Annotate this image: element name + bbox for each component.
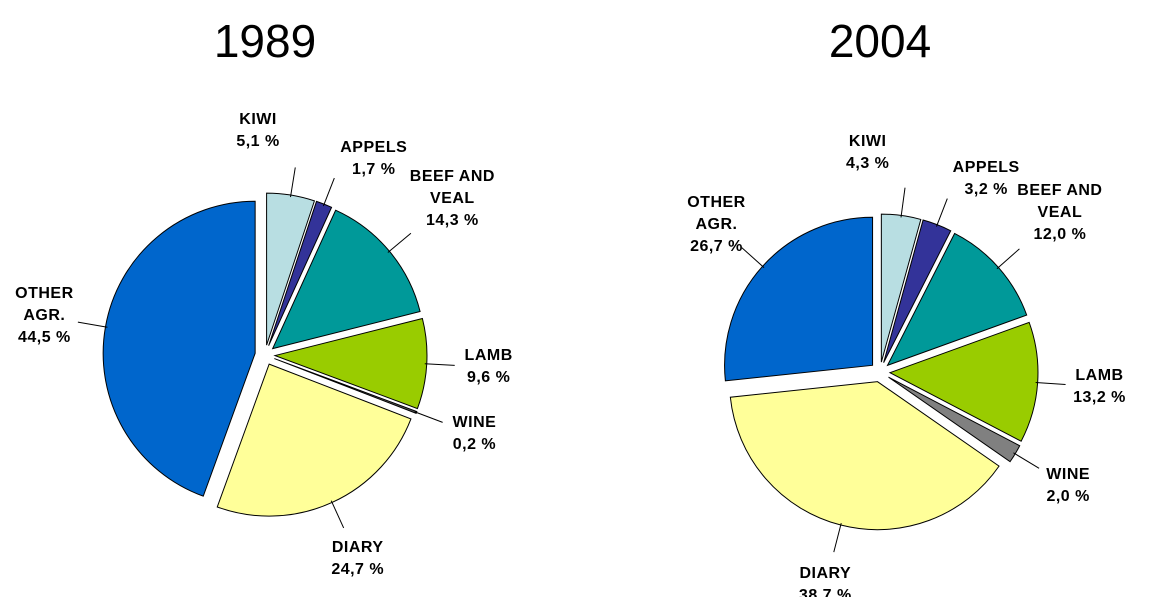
slice-name: WINE — [1046, 465, 1091, 483]
slice-label: DIARY 24,7 % — [310, 537, 406, 581]
leader-line — [77, 321, 108, 328]
slice-label: WINE 2,0 % — [1020, 464, 1116, 508]
leader-line — [387, 232, 412, 253]
slice-value: 3,2 % — [964, 181, 1008, 199]
leader-line — [935, 198, 948, 227]
slice-label: DIARY 38,7 % — [777, 563, 873, 597]
slice-name: BEEF AND VEAL — [1017, 182, 1103, 222]
chart-title: 1989 — [213, 15, 317, 67]
slice-value: 26,7 % — [690, 237, 743, 255]
pie-slice — [102, 200, 256, 497]
slice-label: LAMB 9,6 % — [441, 345, 537, 389]
leader-line — [414, 411, 443, 423]
slice-name: LAMB — [464, 347, 513, 365]
slice-name: APPELS — [952, 159, 1020, 177]
slice-value: 1,7 % — [352, 161, 396, 179]
slice-name: LAMB — [1075, 366, 1124, 384]
leader-line — [996, 248, 1020, 270]
slice-value: 24,7 % — [331, 560, 385, 578]
leader-line — [424, 363, 455, 366]
slice-label: APPELS 3,2 % — [938, 157, 1034, 201]
slice-value: 44,5 % — [17, 329, 71, 347]
slice-value: 38,7 % — [798, 587, 852, 597]
slice-value: 14,3 % — [425, 211, 479, 229]
leader-line — [322, 177, 335, 207]
leader-line — [833, 522, 842, 553]
slice-value: 2,0 % — [1046, 487, 1090, 505]
slice-value: 4,3 % — [845, 154, 890, 172]
leader-line — [330, 500, 345, 529]
slice-name: APPELS — [340, 139, 408, 157]
slice-label: BEEF AND VEAL 12,0 % — [1012, 180, 1108, 246]
slice-label: LAMB 13,2 % — [1051, 365, 1147, 409]
slice-label: APPELS 1,7 % — [326, 137, 422, 181]
slice-label: KIWI 5,1 % — [210, 109, 306, 153]
slice-name: OTHER AGR. — [15, 285, 74, 325]
slice-label: BEEF AND VEAL 14,3 % — [404, 166, 500, 232]
slice-name: KIWI — [239, 111, 277, 129]
leader-line — [900, 187, 906, 218]
chart-title: 2004 — [828, 15, 932, 67]
leader-line — [741, 247, 765, 269]
slice-value: 9,6 % — [466, 369, 511, 387]
leader-line — [290, 167, 296, 198]
slice-name: OTHER AGR. — [687, 193, 746, 233]
slice-label: WINE 0,2 % — [426, 412, 522, 456]
slice-value: 5,1 % — [236, 133, 280, 151]
slice-value: 12,0 % — [1033, 226, 1087, 244]
slice-name: DIARY — [331, 538, 384, 556]
slice-label: OTHER AGR. 26,7 % — [668, 192, 764, 258]
slice-label: KIWI 4,3 % — [820, 131, 916, 175]
slice-value: 0,2 % — [452, 436, 497, 454]
slice-value: 13,2 % — [1073, 388, 1126, 406]
slice-label: OTHER AGR. 44,5 % — [0, 283, 92, 349]
slice-name: WINE — [452, 414, 497, 432]
slice-name: KIWI — [848, 132, 887, 150]
slice-name: BEEF AND VEAL — [409, 167, 495, 207]
leader-line — [1013, 452, 1040, 469]
slice-name: DIARY — [799, 565, 852, 583]
leader-line — [1035, 382, 1066, 386]
